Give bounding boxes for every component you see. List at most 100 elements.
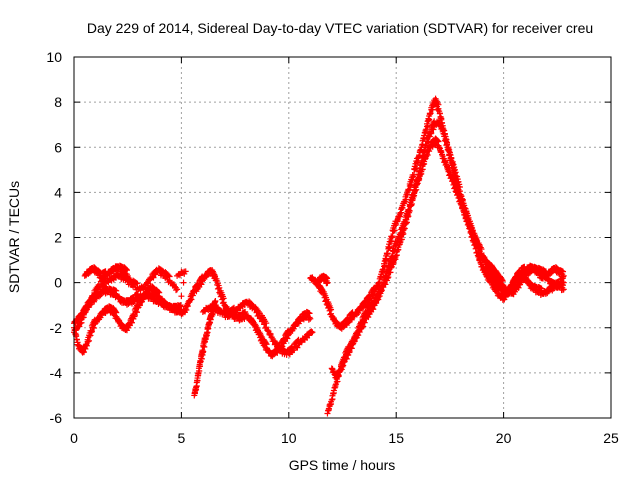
data-point xyxy=(445,145,452,152)
data-point xyxy=(435,101,442,108)
data-point xyxy=(73,336,80,343)
x-tick-label: 20 xyxy=(496,430,512,446)
data-point xyxy=(380,266,387,273)
data-point xyxy=(388,254,395,261)
data-point xyxy=(410,193,417,200)
plot-frame xyxy=(73,56,612,419)
data-point xyxy=(560,279,567,286)
data-point xyxy=(113,287,120,294)
data-point xyxy=(83,342,90,349)
data-point xyxy=(446,148,453,155)
data-point xyxy=(406,207,413,214)
data-point xyxy=(560,268,567,275)
data-point xyxy=(427,130,434,137)
data-point xyxy=(439,127,446,134)
data-point xyxy=(391,247,398,254)
data-point xyxy=(166,273,173,280)
chart-title: Day 229 of 2014, Sidereal Day-to-day VTE… xyxy=(87,20,593,36)
data-point xyxy=(452,172,459,179)
data-point xyxy=(131,313,138,320)
data-point xyxy=(220,295,227,302)
data-point xyxy=(93,290,100,297)
data-point xyxy=(499,276,506,283)
y-axis-label: SDTVAR / TECUs xyxy=(6,181,22,293)
data-point xyxy=(405,186,412,193)
data-point xyxy=(229,312,236,319)
data-point xyxy=(451,170,458,177)
x-tick-label: 0 xyxy=(70,430,78,446)
data-point xyxy=(263,320,270,327)
data-point xyxy=(435,138,442,145)
data-point xyxy=(328,396,335,403)
data-point xyxy=(384,268,391,275)
data-point xyxy=(126,276,133,283)
data-point xyxy=(212,302,219,309)
data-point xyxy=(449,162,456,169)
data-point xyxy=(156,294,163,301)
data-point xyxy=(177,303,184,310)
data-point xyxy=(515,284,522,291)
data-point xyxy=(446,151,453,158)
data-point xyxy=(134,309,141,316)
data-point xyxy=(560,272,567,279)
data-point xyxy=(365,314,372,321)
data-point xyxy=(101,282,108,289)
data-point xyxy=(155,288,162,295)
data-point xyxy=(331,384,338,391)
data-point xyxy=(88,328,95,335)
data-point xyxy=(447,154,454,161)
grid xyxy=(74,57,611,418)
data-point xyxy=(379,266,386,273)
data-point xyxy=(133,279,140,286)
data-point xyxy=(451,167,458,174)
x-tick-label: 10 xyxy=(281,430,297,446)
data-points xyxy=(71,95,567,417)
data-point xyxy=(128,319,135,326)
data-point xyxy=(330,387,337,394)
data-point xyxy=(389,253,396,260)
data-point xyxy=(387,269,394,276)
data-point xyxy=(113,309,120,316)
data-point xyxy=(174,286,181,293)
data-point xyxy=(90,293,97,300)
y-tick-label: -2 xyxy=(50,320,63,336)
x-tick-label: 5 xyxy=(178,430,186,446)
x-axis-label: GPS time / hours xyxy=(289,457,396,473)
data-point xyxy=(499,283,506,290)
data-point xyxy=(386,263,393,270)
data-point xyxy=(284,335,291,342)
data-point xyxy=(165,272,172,279)
x-tick-label: 15 xyxy=(388,430,404,446)
data-point xyxy=(182,268,189,275)
data-point xyxy=(436,110,443,117)
y-tick-label: -4 xyxy=(50,365,63,381)
data-point xyxy=(124,272,131,279)
y-tick-label: -6 xyxy=(50,410,63,426)
data-point xyxy=(123,267,130,274)
data-point xyxy=(123,266,130,273)
data-point xyxy=(242,308,249,315)
y-tick-label: 10 xyxy=(46,49,62,65)
data-point xyxy=(429,106,436,113)
data-point xyxy=(434,137,441,144)
tick-labels: 0 5 10 15 20 25 -6 -4 -2 0 2 4 6 8 10 xyxy=(46,49,619,446)
data-point xyxy=(134,280,141,287)
data-point xyxy=(86,337,93,344)
data-point xyxy=(306,310,313,317)
data-point xyxy=(343,355,350,362)
data-point xyxy=(391,227,398,234)
data-point xyxy=(345,349,352,356)
y-tick-label: 2 xyxy=(54,230,62,246)
data-point xyxy=(324,410,331,417)
data-point xyxy=(443,138,450,145)
data-point xyxy=(386,244,393,251)
data-point xyxy=(456,193,463,200)
data-point xyxy=(411,192,418,199)
data-point xyxy=(159,267,166,274)
data-point xyxy=(216,284,223,291)
data-point xyxy=(441,130,448,137)
data-point xyxy=(291,347,298,354)
data-point xyxy=(262,340,269,347)
data-point xyxy=(413,186,420,193)
